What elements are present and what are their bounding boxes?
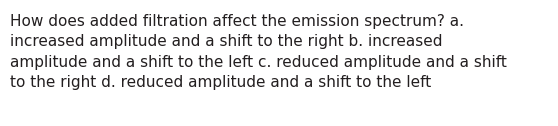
Text: How does added filtration affect the emission spectrum? a.
increased amplitude a: How does added filtration affect the emi… [10,14,507,90]
